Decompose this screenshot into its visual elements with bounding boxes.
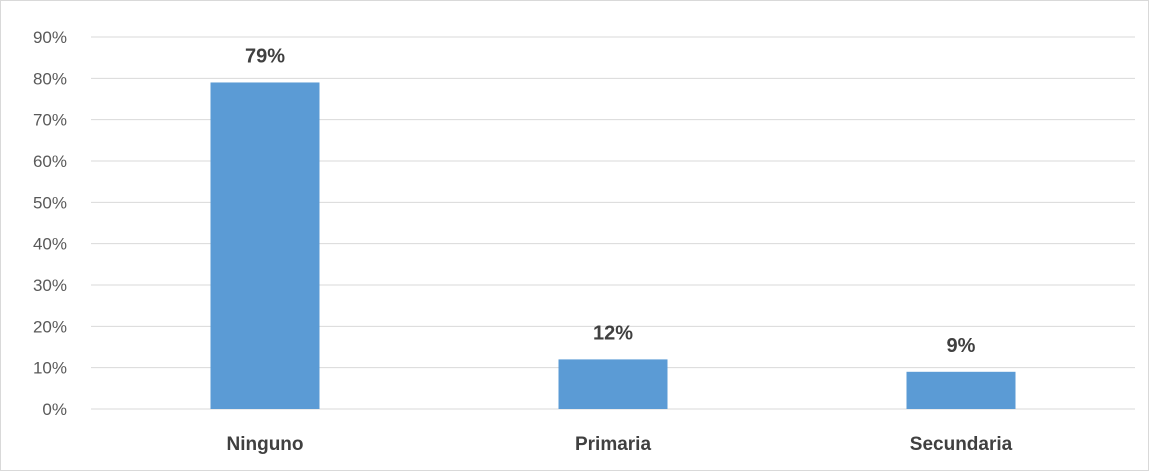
data-labels: 79% 12% 9% <box>245 45 976 356</box>
x-category-label: Secundaria <box>910 434 1013 455</box>
y-tick-label: 80% <box>33 69 67 88</box>
bar-ninguno <box>210 82 320 409</box>
x-category-label: Ninguno <box>226 434 303 455</box>
x-axis-categories: Ninguno Primaria Secundaria <box>226 434 1012 455</box>
bars <box>210 82 1016 409</box>
y-tick-label: 60% <box>33 152 67 171</box>
data-label: 12% <box>593 322 633 344</box>
y-tick-label: 30% <box>33 276 67 295</box>
data-label: 9% <box>947 335 976 357</box>
y-tick-label: 40% <box>33 235 67 254</box>
bar-primaria <box>558 359 668 409</box>
y-axis-ticks: 0% 10% 20% 30% 40% 50% 60% 70% 80% 90% <box>33 28 67 419</box>
y-tick-label: 10% <box>33 359 67 378</box>
y-tick-label: 50% <box>33 193 67 212</box>
y-tick-label: 20% <box>33 317 67 336</box>
data-label: 79% <box>245 45 285 67</box>
x-category-label: Primaria <box>575 434 651 455</box>
y-tick-label: 70% <box>33 111 67 130</box>
y-tick-label: 90% <box>33 28 67 47</box>
bar-secundaria <box>906 371 1016 409</box>
y-tick-label: 0% <box>42 400 67 419</box>
